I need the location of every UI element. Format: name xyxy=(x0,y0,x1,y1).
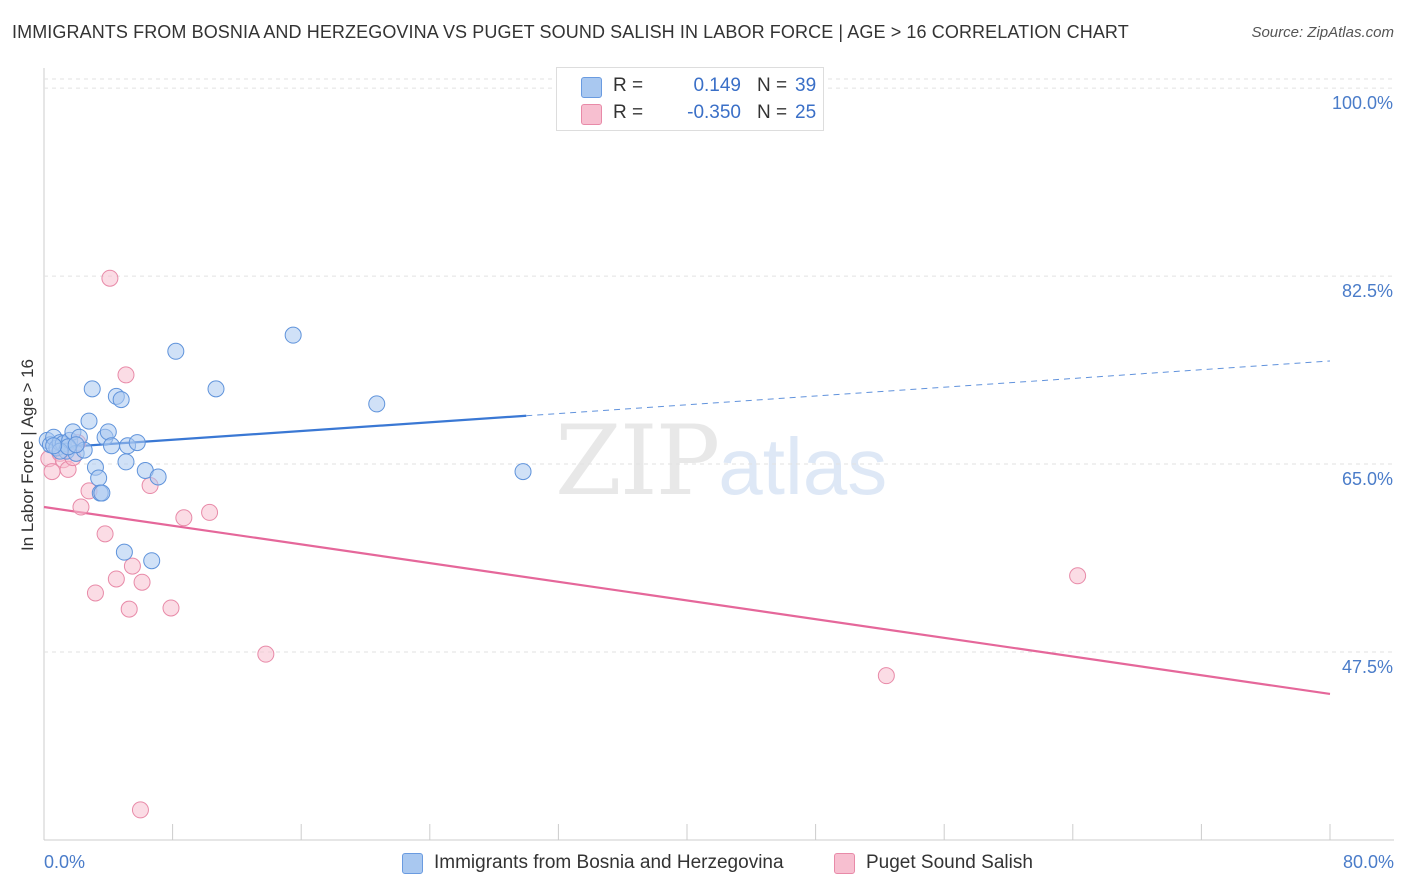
data-point-blue xyxy=(45,437,63,455)
data-point-blue xyxy=(93,484,111,502)
series-legend-label: Immigrants from Bosnia and Herzegovina xyxy=(434,852,784,873)
data-point-blue xyxy=(115,543,133,561)
data-point-pink xyxy=(175,509,193,527)
data-point-blue xyxy=(112,391,130,409)
data-point-pink xyxy=(201,503,219,521)
data-point-blue xyxy=(90,469,108,487)
watermark-zip: ZIP xyxy=(555,405,720,517)
y-tick-label: 100.0% xyxy=(1332,93,1393,113)
data-point-pink xyxy=(120,600,138,618)
data-point-pink xyxy=(123,557,141,575)
data-point-pink xyxy=(162,599,180,617)
data-point-blue xyxy=(99,423,117,441)
data-point-pink xyxy=(86,584,104,602)
trend-line-pink xyxy=(43,505,1331,696)
legend-n-label: N = xyxy=(757,102,788,123)
legend-r-label: R = xyxy=(613,102,644,123)
data-point-pink xyxy=(257,645,275,663)
data-point-pink xyxy=(72,498,90,516)
data-point-pink xyxy=(107,570,125,588)
legend-swatch-blue xyxy=(581,77,602,98)
legend-swatch-pink xyxy=(581,104,602,125)
legend-r-value: -0.350 xyxy=(687,102,741,123)
x-tick-label-max: 80.0% xyxy=(1342,852,1394,872)
data-point-blue xyxy=(149,468,167,486)
data-point-blue xyxy=(284,326,302,344)
data-point-blue xyxy=(103,437,121,455)
data-point-pink xyxy=(133,573,151,591)
y-tick-label: 82.5% xyxy=(1342,281,1393,301)
legend-n-value: 25 xyxy=(795,102,817,123)
correlation-legend: R = 0.149 N = 39 R = -0.350 N = 25 xyxy=(556,67,824,131)
legend-r-value: 0.149 xyxy=(693,75,741,96)
data-point-blue xyxy=(167,342,185,360)
data-point-blue xyxy=(207,380,225,398)
legend-n-value: 39 xyxy=(795,75,817,96)
data-point-blue xyxy=(128,434,146,452)
data-point-blue xyxy=(83,380,101,398)
series-legend-label: Puget Sound Salish xyxy=(866,852,1033,873)
data-point-blue xyxy=(368,395,386,413)
data-point-pink xyxy=(877,667,895,685)
data-point-pink xyxy=(1069,567,1087,585)
data-point-pink xyxy=(117,366,135,384)
watermark-atlas: atlas xyxy=(718,422,888,511)
data-point-pink xyxy=(131,801,149,819)
data-point-blue xyxy=(80,412,98,430)
trend-line-blue-extension xyxy=(526,360,1331,417)
legend-n-label: N = xyxy=(757,75,788,96)
watermark: ZIPatlas xyxy=(555,405,887,517)
data-point-blue xyxy=(514,463,532,481)
data-point-blue xyxy=(117,453,135,471)
legend-r-label: R = xyxy=(613,75,644,96)
data-point-blue xyxy=(143,552,161,570)
data-point-pink xyxy=(101,269,119,287)
data-point-blue xyxy=(67,436,85,454)
series-legend-swatch-blue xyxy=(402,853,423,874)
source-label: Source: ZipAtlas.com xyxy=(1251,24,1394,41)
data-point-pink xyxy=(96,525,114,543)
x-tick-label-min: 0.0% xyxy=(44,852,86,872)
chart-title: IMMIGRANTS FROM BOSNIA AND HERZEGOVINA V… xyxy=(12,22,1129,42)
series-legend-swatch-pink xyxy=(834,853,855,874)
y-tick-label: 65.0% xyxy=(1342,469,1393,489)
y-tick-label: 47.5% xyxy=(1342,657,1393,677)
